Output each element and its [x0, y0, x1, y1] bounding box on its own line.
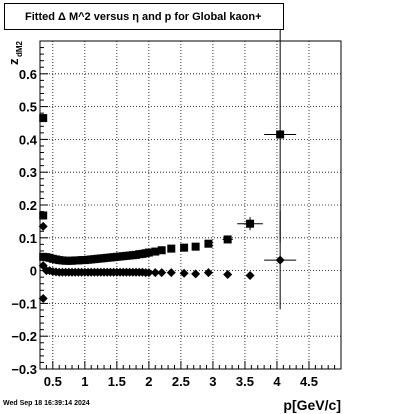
y-axis-title: z [6, 58, 21, 65]
data-point-square [246, 219, 255, 228]
data-point-diamond [157, 268, 167, 278]
y-tick-label: 0 [30, 264, 37, 279]
data-point-diamond [38, 293, 48, 303]
y-axis-title-subscript: dM2 [15, 40, 24, 57]
data-point-diamond [38, 221, 48, 231]
data-point-square [180, 243, 189, 252]
data-point-diamond [144, 268, 154, 278]
x-axis-title: p[GeV/c] [283, 397, 341, 413]
data-point-diamond [191, 269, 201, 279]
y-tick-label: 0.6 [19, 67, 37, 82]
data-point-square [157, 246, 166, 255]
x-tick-label: 4 [273, 374, 281, 389]
x-tick-label: 1.5 [108, 374, 126, 389]
data-point-square [167, 244, 176, 253]
data-point-square [144, 248, 153, 257]
chart-title-box: Fitted Δ M^2 versus η and p for Global k… [4, 3, 284, 30]
x-tick-label: 2 [145, 374, 152, 389]
y-tick-label: −0.3 [11, 362, 37, 377]
y-tick-label: 0.5 [19, 100, 37, 115]
x-tick-label: 0.5 [44, 374, 62, 389]
data-point-diamond [179, 268, 189, 278]
data-point-square [276, 130, 285, 139]
x-tick-label: 3.5 [236, 374, 254, 389]
chart-title: Fitted Δ M^2 versus η and p for Global k… [25, 10, 262, 23]
data-point-diamond [275, 255, 285, 265]
data-point-diamond [166, 268, 176, 278]
data-point-square [223, 235, 232, 244]
data-point-square [151, 247, 160, 256]
x-tick-label: 3 [209, 374, 216, 389]
data-point-diamond [245, 271, 255, 281]
x-tick-label: 2.5 [172, 374, 190, 389]
y-tick-label: 0.3 [19, 165, 37, 180]
data-point-square [191, 242, 200, 251]
data-point-square [39, 114, 48, 123]
y-tick-label: 0.4 [19, 132, 38, 147]
data-point-diamond [223, 270, 233, 280]
data-point-square [39, 211, 48, 220]
x-tick-label: 1 [81, 374, 88, 389]
data-point-diamond [203, 268, 213, 278]
y-tick-label: 0.2 [19, 198, 37, 213]
y-tick-label: −0.2 [11, 329, 37, 344]
y-tick-label: −0.1 [11, 296, 37, 311]
data-point-square [204, 239, 213, 248]
x-tick-label: 4.5 [300, 374, 318, 389]
data-point-diamond [150, 268, 160, 278]
timestamp: Wed Sep 18 16:39:14 2024 [3, 400, 90, 407]
y-tick-label: 0.1 [19, 231, 37, 246]
plot-frame [39, 40, 342, 370]
